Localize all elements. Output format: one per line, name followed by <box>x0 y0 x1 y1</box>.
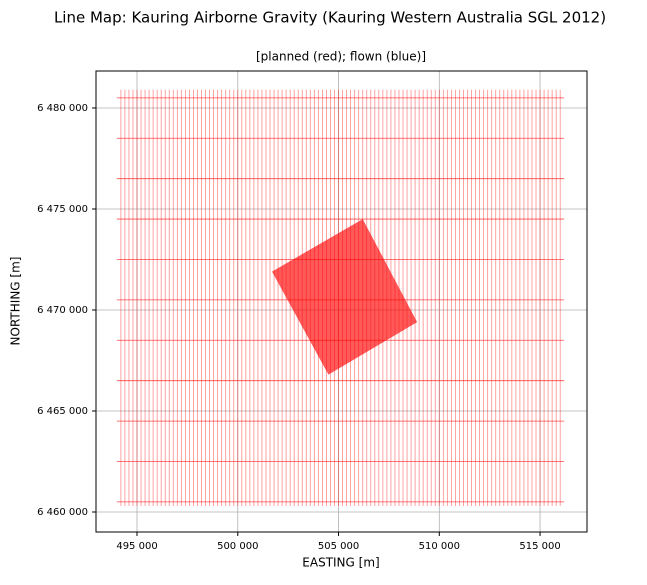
x-tick-label: 515 000 <box>519 541 560 552</box>
y-tick-label: 6 475 000 <box>37 204 88 215</box>
axes-frame <box>95 70 588 533</box>
chart-subtitle: [planned (red); flown (blue)] <box>256 50 426 64</box>
chart-title: Line Map: Kauring Airborne Gravity (Kaur… <box>54 9 606 27</box>
y-tick-label: 6 470 000 <box>37 305 88 316</box>
x-tick-label: 510 000 <box>419 541 460 552</box>
y-tick-label: 6 460 000 <box>37 507 88 518</box>
y-axis-label: NORTHING [m] <box>9 257 23 346</box>
x-axis-label: EASTING [m] <box>302 556 379 570</box>
x-tick-label: 500 000 <box>217 541 258 552</box>
y-tick-label: 6 480 000 <box>37 103 88 114</box>
x-tick-label: 505 000 <box>318 541 359 552</box>
x-tick-label: 495 000 <box>116 541 157 552</box>
infill-block <box>272 219 418 375</box>
y-tick-label: 6 465 000 <box>37 406 88 417</box>
